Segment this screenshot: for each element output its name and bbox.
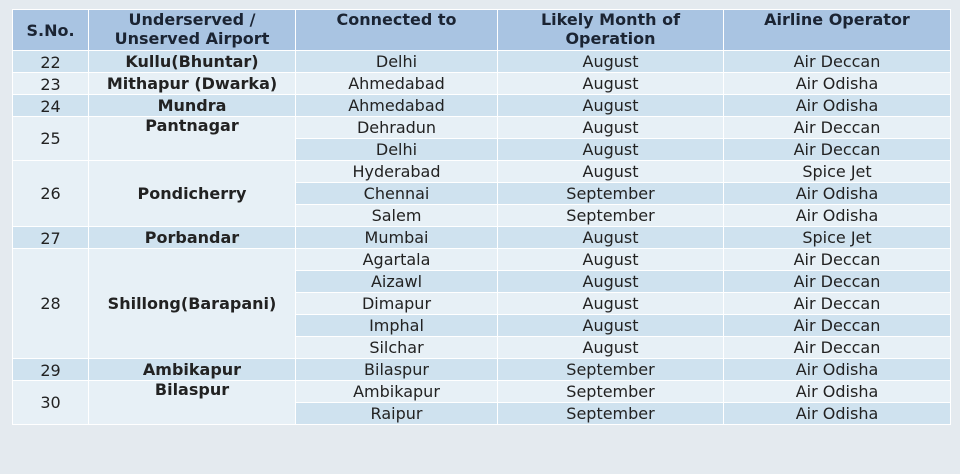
cell-connected-to: Agartala	[295, 248, 498, 271]
cell-month: August	[497, 138, 724, 161]
table-row: 27 Porbandar Mumbai August Spice Jet	[12, 226, 951, 249]
table-body: 22 Kullu(Bhuntar) Delhi August Air Deccan 23 M…	[12, 50, 951, 425]
cell-airline: Air Deccan	[723, 138, 951, 161]
cell-month: September	[497, 380, 724, 403]
cell-connected-to: Delhi	[295, 138, 498, 161]
cell-airline: Air Odisha	[723, 380, 951, 403]
table-row: 30 Bilaspur Ambikapur September Air Odisha	[12, 380, 951, 425]
cell-airport: Shillong(Barapani)	[88, 248, 296, 359]
cell-sno: 23	[12, 72, 89, 95]
table-row: Aizawl August Air Deccan	[13, 270, 951, 293]
cell-sno: 27	[12, 226, 89, 249]
table-row: 22 Kullu(Bhuntar) Delhi August Air Deccan	[12, 50, 951, 73]
cell-airline: Spice Jet	[723, 160, 951, 183]
cell-connected-to: Ambikapur	[295, 380, 498, 403]
cell-connected-to: Raipur	[295, 402, 498, 425]
cell-airport: Pantnagar	[88, 116, 296, 161]
cell-airport: Ambikapur	[88, 358, 296, 381]
header-connected-to: Connected to	[295, 9, 498, 51]
cell-sno: 25	[12, 116, 89, 161]
cell-connected-to: Bilaspur	[295, 358, 498, 381]
cell-airline: Air Deccan	[723, 248, 951, 271]
header-airline: Airline Operator	[723, 9, 951, 51]
table-row: 28 Shillong(Barapani) Agartala August Air De…	[12, 248, 951, 359]
cell-airport: Pondicherry	[88, 160, 296, 227]
cell-airport: Kullu(Bhuntar)	[88, 50, 296, 73]
cell-airline: Air Deccan	[723, 336, 951, 359]
cell-connected-to: Silchar	[295, 336, 498, 359]
cell-sno: 30	[12, 380, 89, 425]
cell-sno: 24	[12, 94, 89, 117]
table-row: 29 Ambikapur Bilaspur September Air Odisha	[12, 358, 951, 381]
cell-month: August	[497, 160, 724, 183]
table-row: Delhi August Air Deccan	[13, 138, 951, 161]
table-row: 26 Pondicherry Hyderabad August Spice Jet	[12, 160, 951, 227]
cell-airline: Air Deccan	[723, 314, 951, 337]
table-header-row: S.No. Underserved / Unserved Airport Con…	[12, 9, 951, 51]
cell-connected-to: Delhi	[295, 50, 498, 73]
cell-airport: Porbandar	[88, 226, 296, 249]
cell-month: August	[497, 50, 724, 73]
cell-airline: Air Odisha	[723, 94, 951, 117]
cell-airline: Air Deccan	[723, 292, 951, 315]
cell-airport: Bilaspur	[88, 380, 296, 425]
table-row: Imphal August Air Deccan	[13, 314, 951, 337]
cell-airline: Air Deccan	[723, 50, 951, 73]
cell-month: August	[497, 248, 724, 271]
cell-connected-to: Mumbai	[295, 226, 498, 249]
airport-connectivity-table: S.No. Underserved / Unserved Airport Con…	[12, 9, 951, 425]
cell-airline: Air Odisha	[723, 72, 951, 95]
cell-airline: Air Deccan	[723, 270, 951, 293]
cell-connected-to: Dimapur	[295, 292, 498, 315]
table-row: 23 Mithapur (Dwarka) Ahmedabad August Air Od…	[12, 72, 951, 95]
cell-connected-to: Ahmedabad	[295, 94, 498, 117]
cell-month: August	[497, 292, 724, 315]
cell-month: August	[497, 336, 724, 359]
cell-month: August	[497, 226, 724, 249]
cell-month: August	[497, 314, 724, 337]
cell-airline: Air Odisha	[723, 182, 951, 205]
table-row: Silchar August Air Deccan	[13, 336, 951, 359]
cell-connected-to: Hyderabad	[295, 160, 498, 183]
cell-connected-to: Aizawl	[295, 270, 498, 293]
header-airport: Underserved / Unserved Airport	[88, 9, 296, 51]
cell-airline: Air Odisha	[723, 204, 951, 227]
cell-connected-to: Ahmedabad	[295, 72, 498, 95]
cell-airport: Mithapur (Dwarka)	[88, 72, 296, 95]
header-sno: S.No.	[12, 9, 89, 51]
cell-month: August	[497, 72, 724, 95]
header-month: Likely Month of Operation	[497, 9, 724, 51]
table-row: Raipur September Air Odisha	[13, 402, 951, 425]
cell-connected-to: Salem	[295, 204, 498, 227]
cell-airline: Air Deccan	[723, 116, 951, 139]
cell-connected-to: Chennai	[295, 182, 498, 205]
table-row: 25 Pantnagar Dehradun August Air Deccan	[12, 116, 951, 161]
cell-month: August	[497, 94, 724, 117]
cell-airline: Air Odisha	[723, 358, 951, 381]
cell-connected-to: Imphal	[295, 314, 498, 337]
table-row: Chennai September Air Odisha	[13, 182, 951, 205]
cell-sno: 29	[12, 358, 89, 381]
table-row: 24 Mundra Ahmedabad August Air Odisha	[12, 94, 951, 117]
cell-airline: Spice Jet	[723, 226, 951, 249]
cell-sno: 26	[12, 160, 89, 227]
table-row: Dimapur August Air Deccan	[13, 292, 951, 315]
cell-month: August	[497, 116, 724, 139]
cell-month: September	[497, 358, 724, 381]
cell-connected-to: Dehradun	[295, 116, 498, 139]
cell-month: August	[497, 270, 724, 293]
cell-airport: Mundra	[88, 94, 296, 117]
cell-month: September	[497, 204, 724, 227]
cell-airline: Air Odisha	[723, 402, 951, 425]
cell-sno: 28	[12, 248, 89, 359]
cell-sno: 22	[12, 50, 89, 73]
cell-month: September	[497, 402, 724, 425]
cell-month: September	[497, 182, 724, 205]
